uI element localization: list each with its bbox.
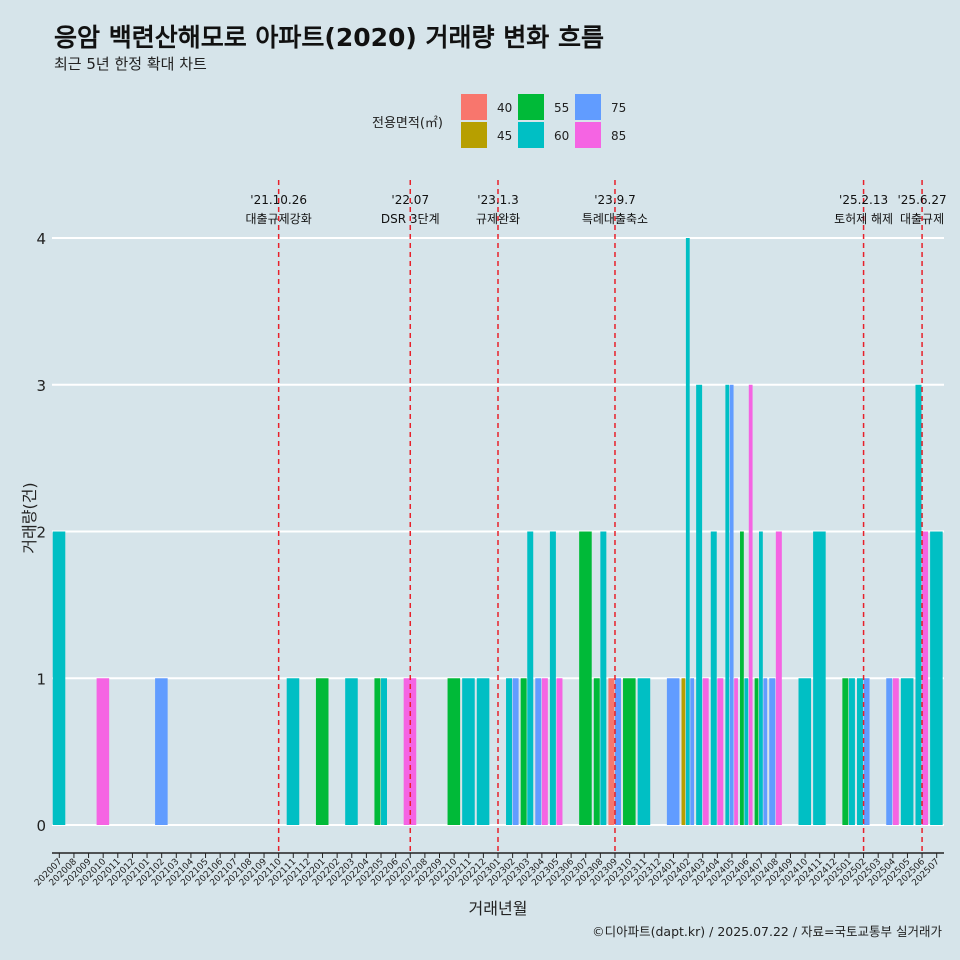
- event-label: 규제완화: [476, 212, 520, 226]
- event-markers: '21.10.26 대출규제강화 '22.07 DSR 3단계 '23.1.3 규제완화 '…: [246, 180, 947, 852]
- bar-202408-85: [775, 531, 782, 825]
- legend-swatch-55: [518, 94, 544, 120]
- bar-202411-60: [813, 531, 826, 825]
- bar-202401-75: [666, 678, 680, 825]
- legend-swatch-45: [461, 122, 487, 148]
- bar-202406-85: [748, 384, 753, 825]
- bar-202402-60: [685, 238, 690, 825]
- bar-202404-60: [710, 531, 717, 825]
- legend-swatch-75: [575, 94, 601, 120]
- event-label: 대출규제강화: [246, 212, 312, 226]
- x-axis-label: 거래년월: [469, 899, 528, 918]
- bar-202303-55: [520, 678, 527, 825]
- bar-202007-60: [52, 531, 66, 825]
- legend-label-55: 55: [554, 101, 569, 115]
- bar-202405-85: [734, 678, 738, 825]
- bar-202403-85: [702, 678, 709, 825]
- bar-202501-55: [842, 678, 849, 825]
- bars: [52, 238, 943, 825]
- y-axis-label: 거래량(건): [20, 482, 39, 553]
- y-tick-label: 1: [36, 670, 46, 688]
- event-label: DSR 3단계: [381, 212, 440, 226]
- event-label: 토허제 해제: [834, 212, 893, 226]
- event-date: '23.9.7: [594, 193, 635, 207]
- bar-202405-60: [725, 384, 730, 825]
- legend-label-75: 75: [611, 101, 626, 115]
- bar-202504-85: [892, 678, 899, 825]
- bar-202201-55: [315, 678, 329, 825]
- legend-swatch-85: [575, 122, 601, 148]
- event-date: '25.2.13: [839, 193, 888, 207]
- bar-202407-75: [763, 678, 768, 825]
- bar-202407-60: [759, 531, 763, 825]
- bar-202302-60: [506, 678, 513, 825]
- bar-202307-55: [579, 531, 592, 825]
- bar-202403-60: [696, 384, 703, 825]
- bar-202402-75: [690, 678, 695, 825]
- y-tick-label: 0: [36, 817, 46, 835]
- bar-202308-60: [600, 531, 607, 825]
- chart-subtitle: 최근 5년 한정 확대 차트: [54, 55, 207, 73]
- bar-202304-85: [541, 678, 548, 825]
- bar-202406-60: [744, 678, 749, 825]
- x-axis: 2020072020082020092020102020112020122021…: [33, 852, 944, 888]
- legend-label-85: 85: [611, 129, 626, 143]
- bar-202505-60: [900, 678, 914, 825]
- bar-202501-60: [848, 678, 855, 825]
- legend-swatch-40: [461, 94, 487, 120]
- bar-202410-60: [798, 678, 812, 825]
- event-date: '21.10.26: [250, 193, 307, 207]
- source-caption: ©디아파트(dapt.kr) / 2025.07.22 / 자료=국토교통부 실…: [592, 924, 942, 939]
- event-date: '22.07: [391, 193, 429, 207]
- bar-202406-55: [740, 531, 744, 825]
- legend-title: 전용면적(㎡): [372, 116, 443, 131]
- event-date: '25.6.27: [898, 193, 947, 207]
- bar-202111-60: [286, 678, 300, 825]
- bar-202506-60: [915, 384, 922, 825]
- bar-202502-75: [863, 678, 870, 825]
- bar-202211-60: [462, 678, 475, 825]
- bar-202304-75: [535, 678, 542, 825]
- bar-202203-60: [345, 678, 358, 825]
- bar-202504-75: [886, 678, 893, 825]
- bar-202404-85: [717, 678, 724, 825]
- bar-202210-55: [447, 678, 461, 825]
- bar-202010-85: [96, 678, 110, 825]
- bar-202305-85: [556, 678, 563, 825]
- y-tick-label: 2: [36, 524, 46, 542]
- bar-202408-75: [769, 678, 776, 825]
- event-date: '23.1.3: [477, 193, 518, 207]
- legend-swatch-60: [518, 122, 544, 148]
- bar-202507-60: [930, 531, 943, 825]
- legend-label-60: 60: [554, 129, 569, 143]
- bar-202102-75: [155, 678, 168, 825]
- bar-202305-60: [549, 531, 556, 825]
- y-axis: 0 1 2 3 4: [36, 230, 46, 835]
- y-tick-label: 3: [36, 377, 46, 395]
- bar-202308-55: [593, 678, 600, 825]
- bar-202402-45: [681, 678, 686, 825]
- bar-202212-60: [476, 678, 490, 825]
- bar-202311-60: [637, 678, 651, 825]
- bar-202405-75: [729, 384, 734, 825]
- legend-label-40: 40: [497, 101, 512, 115]
- y-tick-label: 4: [36, 230, 46, 248]
- bar-202310-55: [623, 678, 636, 825]
- bar-202309-40: [608, 678, 615, 825]
- bar-202502-60: [856, 678, 863, 825]
- bar-202309-75: [614, 678, 621, 825]
- legend-label-45: 45: [497, 129, 512, 143]
- event-label: 대출규제: [900, 212, 944, 226]
- chart-title: 응암 백련산해모로 아파트(2020) 거래량 변화 흐름: [54, 23, 604, 52]
- bar-202407-55: [754, 678, 759, 825]
- bar-202303-60: [527, 531, 534, 825]
- bar-202506-85: [922, 531, 929, 825]
- bar-202205-60: [381, 678, 387, 825]
- event-label: 특례대출축소: [582, 212, 648, 226]
- bar-202302-75: [512, 678, 519, 825]
- bar-202205-55: [374, 678, 381, 825]
- legend: 전용면적(㎡) 40 45 55 60 75 85: [372, 94, 626, 148]
